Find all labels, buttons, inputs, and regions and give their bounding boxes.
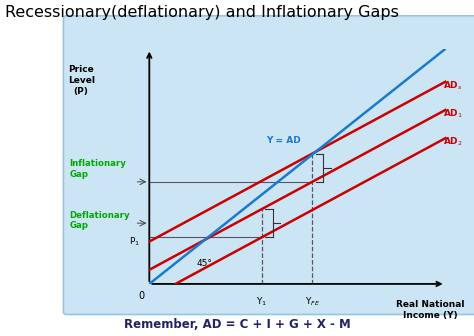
Text: Y$_1$: Y$_1$ <box>256 296 267 308</box>
Text: Y$_{FE}$: Y$_{FE}$ <box>305 296 320 308</box>
FancyBboxPatch shape <box>64 16 474 314</box>
Text: Price
Level
(P): Price Level (P) <box>68 65 95 96</box>
Text: AD$_1$: AD$_1$ <box>443 108 463 120</box>
Text: Y = AD: Y = AD <box>266 135 301 144</box>
Text: Remember, AD = C + I + G + X - M: Remember, AD = C + I + G + X - M <box>124 318 350 331</box>
Text: Real National
Income (Y): Real National Income (Y) <box>396 300 465 320</box>
Text: AD$_2$: AD$_2$ <box>443 136 463 149</box>
Text: AD$_s$: AD$_s$ <box>443 79 462 92</box>
Text: P$_1$: P$_1$ <box>129 235 140 248</box>
Text: Deflationary
Gap: Deflationary Gap <box>69 211 130 230</box>
Text: Inflationary
Gap: Inflationary Gap <box>69 159 126 179</box>
Text: 45°: 45° <box>197 259 212 268</box>
Text: 0: 0 <box>139 291 145 301</box>
Text: Recessionary(deflationary) and Inflationary Gaps: Recessionary(deflationary) and Inflation… <box>5 5 399 20</box>
